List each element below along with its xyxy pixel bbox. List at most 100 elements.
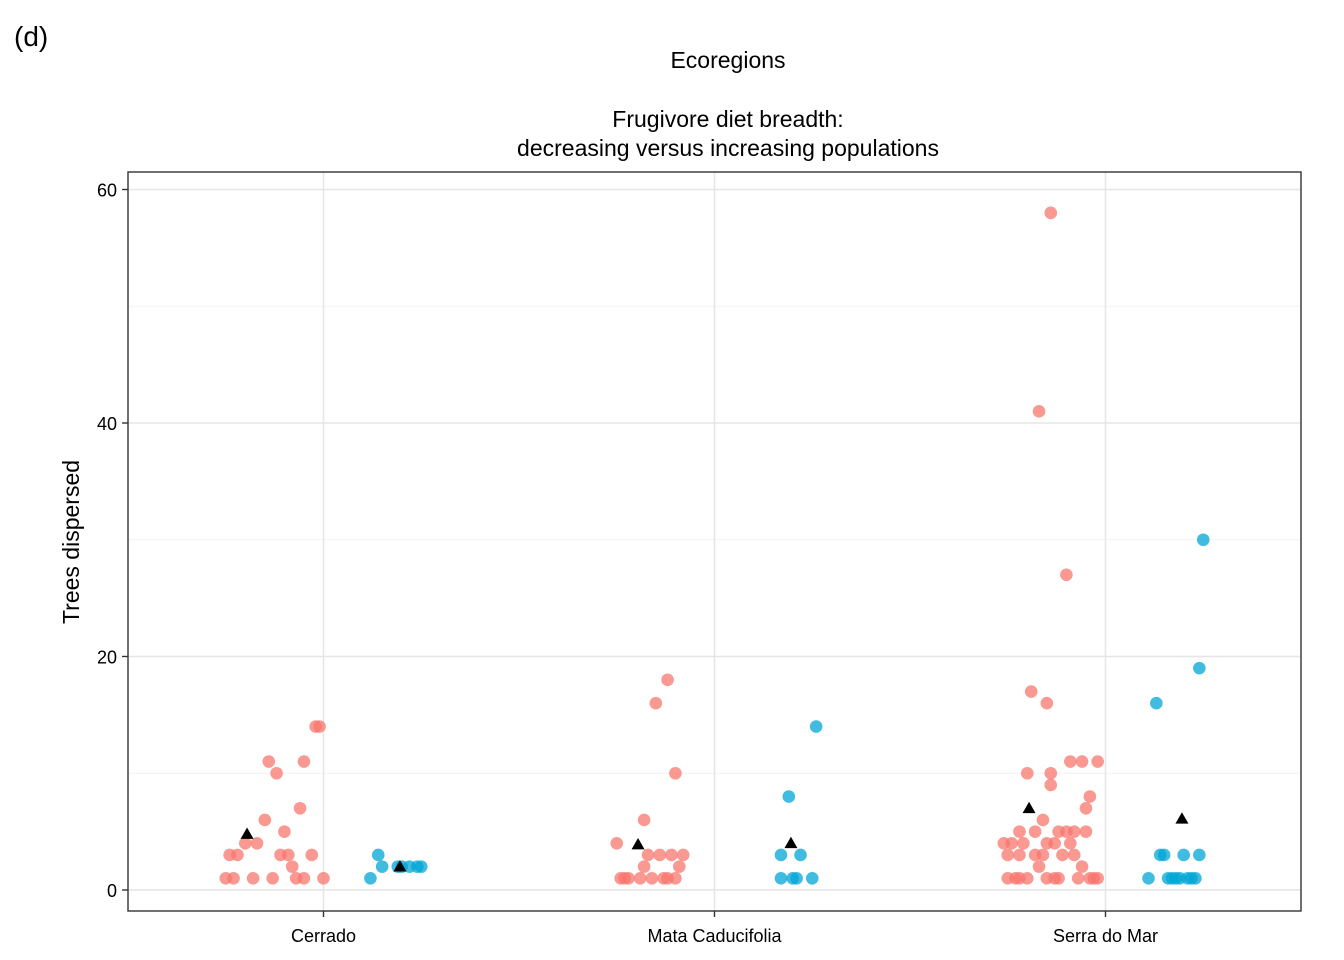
data-point-increasing xyxy=(371,848,385,862)
data-point-decreasing xyxy=(1005,836,1018,850)
data-point-decreasing xyxy=(266,872,279,885)
data-point-decreasing xyxy=(1075,755,1089,768)
data-point-decreasing xyxy=(262,755,276,768)
data-point-decreasing xyxy=(665,848,678,862)
data-point-increasing xyxy=(782,790,796,803)
data-point-decreasing xyxy=(1013,825,1026,838)
mean-markers xyxy=(240,801,1189,872)
chart-subtitle-line-2: decreasing versus increasing populations xyxy=(517,135,939,161)
data-point-increasing xyxy=(414,860,428,873)
data-point-decreasing xyxy=(661,673,674,687)
data-point-increasing xyxy=(1193,661,1206,675)
axes: 0 20 40 60 Cerrado Mata Caducifolia Serra do M… xyxy=(97,181,1158,946)
data-point-decreasing xyxy=(1044,206,1058,220)
data-point-decreasing xyxy=(285,860,299,873)
grid-lines xyxy=(128,172,1301,911)
data-point-decreasing xyxy=(1040,696,1054,710)
data-point-decreasing xyxy=(637,860,651,873)
mean-marker-decreasing xyxy=(631,837,645,850)
data-point-decreasing xyxy=(1064,836,1077,850)
data-point-decreasing xyxy=(1067,848,1081,862)
data-point-decreasing xyxy=(1028,825,1042,838)
data-point-increasing xyxy=(1196,533,1210,547)
data-point-decreasing xyxy=(1056,848,1069,862)
data-point-decreasing xyxy=(1048,836,1061,850)
data-point-decreasing xyxy=(1001,848,1015,862)
data-point-decreasing xyxy=(1091,755,1104,768)
data-point-decreasing xyxy=(1032,405,1046,418)
data-point-decreasing xyxy=(1083,790,1097,803)
data-point-decreasing xyxy=(1013,848,1026,862)
data-point-increasing xyxy=(1157,848,1171,862)
mean-marker-increasing xyxy=(393,860,407,872)
data-point-decreasing xyxy=(313,720,326,733)
mean-marker-increasing xyxy=(1175,812,1189,824)
data-point-decreasing xyxy=(633,872,647,885)
data-point-decreasing xyxy=(270,766,283,780)
data-point-decreasing xyxy=(246,872,260,885)
data-point-decreasing xyxy=(641,848,655,862)
data-point-decreasing xyxy=(673,860,686,873)
data-point-decreasing xyxy=(317,872,330,885)
data-point-decreasing xyxy=(1017,836,1030,850)
data-point-decreasing xyxy=(649,696,663,710)
data-point-decreasing xyxy=(653,848,667,862)
data-point-increasing xyxy=(1189,872,1202,885)
data-point-decreasing xyxy=(1036,813,1050,827)
data-point-decreasing xyxy=(1044,778,1058,792)
mean-marker-decreasing xyxy=(240,827,254,839)
data-point-decreasing xyxy=(1071,872,1085,885)
data-point-decreasing xyxy=(250,836,264,850)
data-point-increasing xyxy=(1177,848,1190,862)
data-point-decreasing xyxy=(1079,801,1093,815)
data-point-decreasing xyxy=(1032,860,1046,873)
data-point-decreasing xyxy=(676,848,690,862)
data-point-decreasing xyxy=(661,872,674,885)
data-point-increasing xyxy=(1150,696,1163,710)
data-point-decreasing xyxy=(637,813,651,827)
data-point-decreasing xyxy=(1075,860,1089,873)
data-point-decreasing xyxy=(278,825,291,838)
data-point-increasing xyxy=(794,848,807,862)
data-point-decreasing xyxy=(1021,766,1034,780)
data-point-increasing xyxy=(375,860,389,873)
data-point-increasing xyxy=(1142,872,1155,885)
data-point-decreasing xyxy=(223,848,236,862)
y-axis-label: Trees dispersed xyxy=(58,460,84,624)
data-point-decreasing xyxy=(239,836,252,850)
data-point-decreasing xyxy=(1052,872,1065,885)
data-point-decreasing xyxy=(305,848,319,862)
data-point-decreasing xyxy=(1036,848,1050,862)
data-point-decreasing xyxy=(1021,872,1034,885)
chart-subtitle-line-1: Frugivore diet breadth: xyxy=(612,106,843,132)
data-point-decreasing xyxy=(227,872,240,885)
data-point-decreasing xyxy=(297,872,311,885)
mean-marker-decreasing xyxy=(1022,801,1036,814)
y-tick-label: 0 xyxy=(107,881,117,901)
data-point-decreasing xyxy=(1044,766,1058,780)
data-point-decreasing xyxy=(297,755,311,768)
data-point-increasing xyxy=(364,872,377,885)
panel-tag: (d) xyxy=(14,21,48,52)
data-point-decreasing xyxy=(1079,825,1093,838)
chart-title: Ecoregions xyxy=(670,47,785,73)
data-point-increasing xyxy=(805,872,819,885)
data-point-decreasing xyxy=(258,813,272,827)
data-point-increasing xyxy=(774,872,788,885)
data-point-decreasing xyxy=(293,801,307,815)
data-point-decreasing xyxy=(669,766,682,780)
data-point-decreasing xyxy=(622,872,635,885)
data-point-increasing xyxy=(1193,848,1206,862)
mean-marker-increasing xyxy=(784,836,798,849)
x-tick-label: Serra do Mar xyxy=(1053,926,1158,946)
data-points xyxy=(219,206,1210,885)
data-point-increasing xyxy=(809,720,823,733)
data-point-decreasing xyxy=(1067,825,1081,838)
data-point-increasing xyxy=(790,872,803,885)
data-point-decreasing xyxy=(1064,755,1077,768)
data-point-decreasing xyxy=(610,836,624,850)
y-tick-label: 60 xyxy=(97,181,117,201)
data-point-decreasing xyxy=(1024,685,1038,698)
data-point-increasing xyxy=(774,848,788,862)
